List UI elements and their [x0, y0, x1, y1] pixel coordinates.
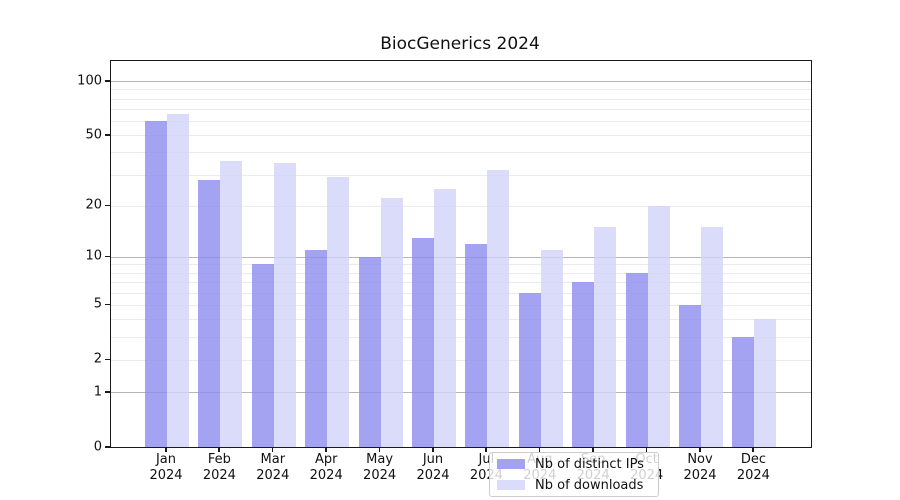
x-axis-tick-label: Nov 2024 — [683, 452, 717, 483]
gridline — [111, 304, 811, 306]
bar-downloads — [540, 249, 563, 447]
bar-downloads — [167, 113, 189, 447]
gridline — [111, 174, 811, 176]
bar-distinct-ips — [251, 264, 274, 447]
x-axis-tick — [538, 447, 541, 452]
y-axis-tick-label: 2 — [93, 351, 102, 367]
gridline — [111, 319, 811, 321]
y-axis-tick — [105, 303, 110, 306]
y-axis-tick-label: 1 — [93, 384, 102, 400]
x-axis-tick-label: Jun 2024 — [416, 452, 450, 483]
legend-swatch-downloads — [497, 480, 525, 490]
x-axis-tick — [645, 447, 648, 452]
legend-label-distinct-ips: Nb of distinct IPs — [535, 456, 644, 472]
gridline — [111, 135, 811, 137]
y-axis-tick-label: 100 — [77, 73, 102, 88]
x-axis-tick — [378, 447, 381, 452]
bar-downloads — [273, 162, 296, 447]
bar-distinct-ips — [305, 249, 328, 447]
legend-entry-distinct-ips: Nb of distinct IPs — [490, 455, 658, 473]
bar-downloads — [487, 169, 510, 447]
bar-downloads — [647, 205, 670, 447]
x-axis-tick — [592, 447, 594, 452]
gridline — [111, 89, 811, 91]
y-axis-tick — [105, 204, 110, 207]
x-axis-tick — [325, 447, 327, 452]
x-axis-tick-label: Apr 2024 — [309, 452, 343, 483]
gridline — [111, 152, 811, 154]
x-axis-tick-label: Mar 2024 — [256, 452, 290, 483]
y-axis-tick-label: 5 — [93, 296, 102, 312]
bar-distinct-ips — [625, 272, 648, 447]
legend: Nb of distinct IPs Nb of downloads — [489, 452, 659, 497]
bar-downloads — [434, 188, 456, 447]
bar-downloads — [327, 177, 350, 447]
gridline — [111, 292, 811, 294]
legend-label-downloads: Nb of downloads — [535, 477, 644, 493]
x-axis-tick — [699, 447, 701, 452]
gridline — [111, 108, 811, 110]
y-axis-tick-label: 20 — [85, 197, 102, 213]
gridline-major — [111, 81, 811, 82]
x-axis-tick-label: Jan 2024 — [149, 452, 183, 483]
x-axis-tick — [432, 447, 434, 452]
plot-area: Nb of distinct IPs Nb of downloads — [110, 60, 812, 497]
x-axis-tick-label: Dec 2024 — [736, 452, 770, 483]
y-axis-tick-label: 0 — [93, 439, 102, 454]
bar-downloads — [701, 227, 723, 447]
x-axis-tick — [485, 447, 487, 452]
gridline — [111, 205, 811, 207]
bar-distinct-ips — [358, 256, 381, 447]
y-axis-tick-label: 50 — [85, 127, 102, 143]
bar-distinct-ips — [412, 237, 434, 447]
bar-downloads — [220, 160, 243, 447]
bar-distinct-ips — [518, 292, 541, 447]
bar-downloads — [594, 227, 617, 447]
y-axis-tick-label: 10 — [85, 248, 102, 264]
gridline — [111, 282, 811, 284]
gridline — [111, 264, 811, 266]
gridline — [111, 120, 811, 122]
gridline — [111, 272, 811, 274]
gridline — [111, 337, 811, 339]
gridline — [111, 98, 811, 100]
y-axis-tick — [105, 358, 110, 361]
bar-distinct-ips — [198, 179, 221, 447]
x-axis-tick — [752, 447, 754, 452]
bar-distinct-ips — [145, 121, 167, 447]
y-axis-tick — [105, 255, 110, 258]
legend-entry-downloads: Nb of downloads — [490, 476, 658, 494]
bar-distinct-ips — [679, 304, 701, 447]
gridline-major — [111, 392, 811, 394]
chart-title: BiocGenerics 2024 — [380, 34, 540, 54]
y-axis-tick — [105, 391, 110, 393]
bar-downloads — [754, 319, 777, 447]
bar-distinct-ips — [465, 243, 488, 447]
gridline — [111, 359, 811, 361]
bar-distinct-ips — [732, 337, 755, 447]
legend-swatch-distinct-ips — [497, 459, 525, 469]
x-axis-tick — [218, 447, 220, 452]
bar-distinct-ips — [572, 282, 595, 447]
y-axis-tick — [105, 80, 110, 82]
x-axis-tick-label: May 2024 — [363, 452, 397, 483]
bar-downloads — [380, 198, 403, 447]
x-axis-tick — [271, 447, 274, 452]
x-axis-tick-label: Feb 2024 — [202, 452, 236, 483]
gridline-major — [111, 256, 811, 258]
x-axis-tick — [165, 447, 167, 452]
y-axis-tick — [105, 446, 110, 448]
y-axis-tick — [105, 134, 110, 136]
